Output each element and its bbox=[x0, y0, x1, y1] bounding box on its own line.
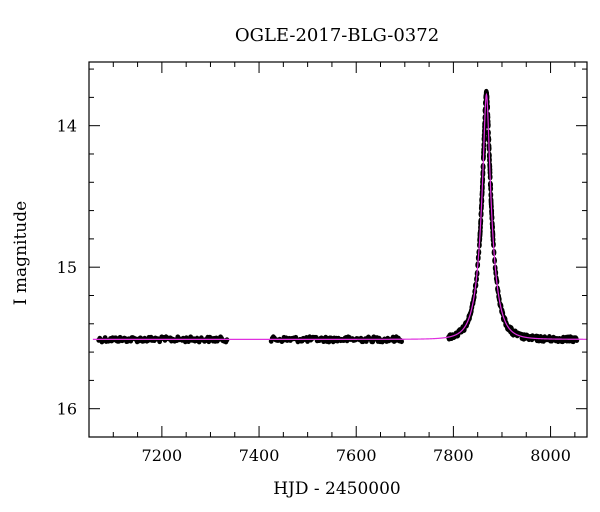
chart-title: OGLE-2017-BLG-0372 bbox=[235, 25, 439, 46]
x-tick-label: 7400 bbox=[239, 446, 280, 465]
x-tick-label: 7600 bbox=[336, 446, 377, 465]
y-tick-label: 15 bbox=[57, 258, 77, 277]
x-tick-label: 7800 bbox=[433, 446, 474, 465]
axes: 7200 7400 7600 7800 8000 14 15 16 bbox=[57, 61, 588, 465]
x-tick-label: 7200 bbox=[142, 446, 183, 465]
y-tick-label: 16 bbox=[57, 400, 77, 419]
x-axis-label: HJD - 2450000 bbox=[273, 479, 401, 499]
plot-frame bbox=[88, 61, 588, 438]
data-point bbox=[399, 338, 404, 345]
y-axis-label: I magnitude bbox=[11, 201, 31, 305]
x-tick-label: 8000 bbox=[530, 446, 571, 465]
model-curve bbox=[92, 92, 588, 340]
y-tick-label: 14 bbox=[57, 117, 77, 136]
data-points bbox=[96, 88, 580, 345]
data-point bbox=[574, 337, 580, 343]
plot-area bbox=[92, 88, 588, 345]
